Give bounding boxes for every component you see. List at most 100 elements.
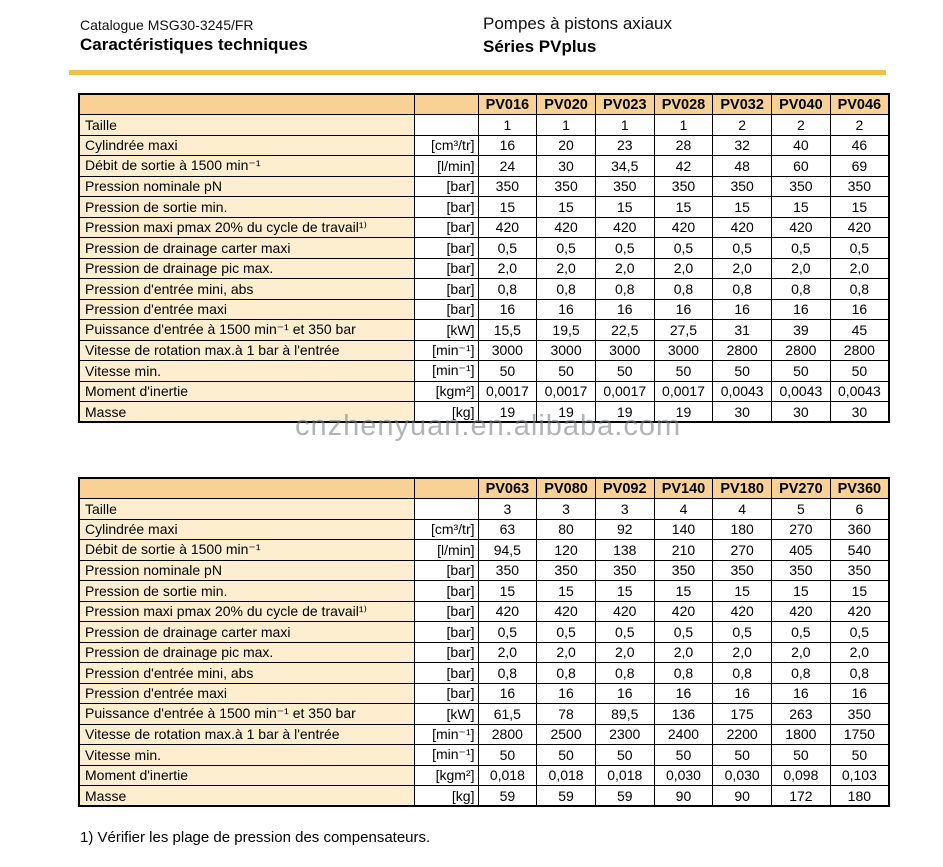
value-cell: 50 bbox=[477, 744, 538, 766]
value-cell: 30 bbox=[771, 401, 831, 423]
value-cell: 2500 bbox=[536, 723, 596, 745]
value-cell: 15 bbox=[594, 196, 655, 218]
unit-cell: [bar] bbox=[413, 257, 479, 279]
table-row: Pression de sortie min. [bar] 15 15 15 15 15 15… bbox=[78, 580, 890, 602]
value-cell: 16 bbox=[712, 682, 773, 704]
value-cell: 15 bbox=[771, 580, 831, 602]
value-cell: 3 bbox=[536, 498, 596, 520]
value-cell: 136 bbox=[653, 703, 714, 725]
model-header-cell: PV092 bbox=[594, 477, 655, 499]
value-cell: 0,018 bbox=[536, 764, 596, 786]
value-cell: 350 bbox=[829, 175, 890, 197]
value-cell: 420 bbox=[712, 216, 773, 238]
value-cell: 210 bbox=[653, 539, 714, 561]
model-header-cell: PV046 bbox=[829, 93, 890, 115]
value-cell: 39 bbox=[771, 319, 831, 341]
table-row: Puissance d'entrée à 1500 min⁻¹ et 350 b… bbox=[78, 703, 890, 725]
value-cell: 0,018 bbox=[477, 764, 538, 786]
value-cell: 0,5 bbox=[653, 237, 714, 259]
value-cell: 16 bbox=[594, 682, 655, 704]
catalogue-number: Catalogue MSG30-3245/FR bbox=[80, 17, 254, 33]
unit-cell: [kgm²] bbox=[413, 764, 479, 786]
value-cell: 78 bbox=[536, 703, 596, 725]
table-row: Vitesse de rotation max.à 1 bar à l'entr… bbox=[78, 723, 890, 745]
value-cell: 0,5 bbox=[477, 621, 538, 643]
row-label-cell: Puissance d'entrée à 1500 min⁻¹ et 350 b… bbox=[78, 319, 415, 341]
table-row: Pression maxi pmax 20% du cycle de trava… bbox=[78, 216, 890, 238]
value-cell: 180 bbox=[712, 518, 773, 540]
value-cell: 31 bbox=[712, 319, 773, 341]
unit-cell: [bar] bbox=[413, 298, 479, 320]
unit-cell: [min⁻¹] bbox=[413, 339, 479, 361]
value-cell: 16 bbox=[477, 134, 538, 156]
value-cell: 1 bbox=[594, 114, 655, 136]
value-cell: 2,0 bbox=[653, 257, 714, 279]
value-cell: 16 bbox=[536, 298, 596, 320]
value-cell: 405 bbox=[771, 539, 831, 561]
value-cell: 19 bbox=[653, 401, 714, 423]
value-cell: 2800 bbox=[712, 339, 773, 361]
value-cell: 0,8 bbox=[653, 278, 714, 300]
value-cell: 270 bbox=[771, 518, 831, 540]
table-row: Pression maxi pmax 20% du cycle de trava… bbox=[78, 600, 890, 622]
table-row: Moment d'inertie [kgm²] 0,018 0,018 0,018 0,0… bbox=[78, 764, 890, 786]
row-label-cell: Pression de drainage carter maxi bbox=[78, 621, 415, 643]
table-row: Puissance d'entrée à 1500 min⁻¹ et 350 b… bbox=[78, 319, 890, 341]
unit-cell: [bar] bbox=[413, 600, 479, 622]
unit-cell: [min⁻¹] bbox=[413, 744, 479, 766]
row-label-cell: Vitesse de rotation max.à 1 bar à l'entr… bbox=[78, 723, 415, 745]
row-label-cell: Pression nominale pN bbox=[78, 175, 415, 197]
value-cell: 2,0 bbox=[477, 641, 538, 663]
row-label-cell: Débit de sortie à 1500 min⁻¹ bbox=[78, 155, 415, 177]
row-label-cell: Pression maxi pmax 20% du cycle de trava… bbox=[78, 216, 415, 238]
value-cell: 16 bbox=[653, 682, 714, 704]
value-cell: 2,0 bbox=[594, 257, 655, 279]
value-cell: 50 bbox=[829, 360, 890, 382]
value-cell: 420 bbox=[829, 216, 890, 238]
row-label-cell: Vitesse de rotation max.à 1 bar à l'entr… bbox=[78, 339, 415, 361]
value-cell: 16 bbox=[771, 298, 831, 320]
value-cell: 2300 bbox=[594, 723, 655, 745]
value-cell: 89,5 bbox=[594, 703, 655, 725]
value-cell: 2,0 bbox=[536, 257, 596, 279]
value-cell: 420 bbox=[477, 216, 538, 238]
value-cell: 0,8 bbox=[536, 278, 596, 300]
model-header-cell: PV040 bbox=[771, 93, 831, 115]
value-cell: 0,098 bbox=[771, 764, 831, 786]
value-cell: 15 bbox=[477, 196, 538, 218]
value-cell: 0,8 bbox=[536, 662, 596, 684]
value-cell: 360 bbox=[829, 518, 890, 540]
specs-table-large-frame: PV063 PV080 PV092 PV140 PV180 PV270 PV360 Taill… bbox=[78, 477, 890, 807]
model-header-cell: PV140 bbox=[653, 477, 714, 499]
model-header-cell: PV032 bbox=[712, 93, 773, 115]
model-header-row: PV016 PV020 PV023 PV028 PV032 PV040 PV046 bbox=[78, 93, 890, 115]
row-label-cell: Moment d'inertie bbox=[78, 764, 415, 786]
unit-cell: [bar] bbox=[413, 216, 479, 238]
value-cell: 50 bbox=[536, 744, 596, 766]
value-cell: 0,5 bbox=[712, 237, 773, 259]
model-header-cell: PV270 bbox=[771, 477, 831, 499]
value-cell: 23 bbox=[594, 134, 655, 156]
value-cell: 2,0 bbox=[712, 641, 773, 663]
value-cell: 15 bbox=[712, 580, 773, 602]
value-cell: 0,0017 bbox=[594, 380, 655, 402]
value-cell: 28 bbox=[653, 134, 714, 156]
table-row: Taille 3 3 3 4 4 5 6 bbox=[78, 498, 890, 520]
value-cell: 2800 bbox=[829, 339, 890, 361]
value-cell: 0,0017 bbox=[477, 380, 538, 402]
table-row: Cylindrée maxi [cm³/tr] 16 20 23 28 32 40 46 bbox=[78, 134, 890, 156]
table-row: Taille 1 1 1 1 2 2 2 bbox=[78, 114, 890, 136]
unit-cell: [kg] bbox=[413, 785, 479, 807]
row-label-cell: Pression de drainage pic max. bbox=[78, 257, 415, 279]
value-cell: 30 bbox=[712, 401, 773, 423]
value-cell: 50 bbox=[712, 360, 773, 382]
table-row: Débit de sortie à 1500 min⁻¹ [l/min] 94,5 1… bbox=[78, 539, 890, 561]
table-row: Pression d'entrée maxi [bar] 16 16 16 16 16 16 1… bbox=[78, 298, 890, 320]
value-cell: 50 bbox=[653, 744, 714, 766]
model-header-cell: PV180 bbox=[712, 477, 773, 499]
row-label-cell: Moment d'inertie bbox=[78, 380, 415, 402]
value-cell: 3000 bbox=[653, 339, 714, 361]
value-cell: 46 bbox=[829, 134, 890, 156]
value-cell: 0,8 bbox=[712, 278, 773, 300]
